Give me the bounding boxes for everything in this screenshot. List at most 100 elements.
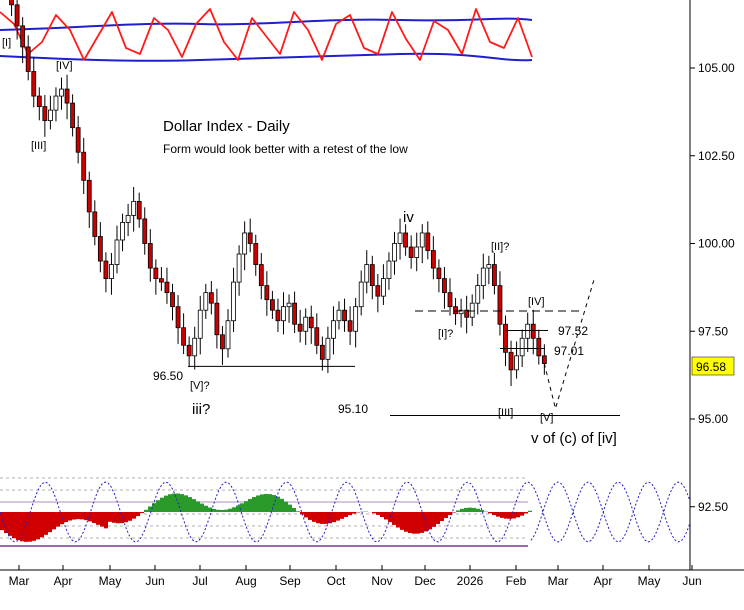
candle-body: [109, 264, 114, 279]
cycle-area-bar: [112, 512, 116, 523]
cycle-area-bar: [512, 512, 516, 519]
x-tick-label: Apr: [594, 574, 613, 588]
candle-body: [369, 264, 375, 287]
cycle-area-bar: [464, 507, 468, 512]
candle-body: [247, 232, 253, 244]
price-label-97-01: 97.01: [554, 344, 584, 358]
cycle-area-bar: [28, 512, 32, 542]
candle-body: [220, 334, 225, 350]
cycle-area-bar: [492, 512, 496, 516]
cycle-area-bar: [508, 512, 512, 519]
red-oscillator-line: [0, 8, 533, 61]
candle-body: [214, 302, 220, 336]
cycle-area-bar: [4, 512, 8, 534]
y-tick-label: 92.50: [698, 500, 728, 514]
cycle-area-bar: [108, 512, 112, 522]
candle-body: [353, 306, 359, 332]
x-tick-label: Dec: [414, 574, 435, 588]
candle-body: [231, 281, 236, 322]
candle-body: [497, 285, 503, 325]
x-tick-label: Nov: [371, 574, 392, 588]
candle-body: [364, 264, 370, 283]
candle-body: [336, 309, 342, 322]
cycle-area-bar: [88, 512, 92, 522]
cycle-area-bar: [64, 512, 68, 523]
cycle-area-bar: [352, 512, 356, 514]
lower-band: [0, 52, 533, 62]
candle-body: [164, 281, 170, 294]
cycle-area-bar: [56, 512, 60, 527]
x-tick-label: Sep: [279, 574, 301, 588]
wave-label-iii-bracket-2: [III]: [498, 407, 513, 419]
candle-body: [464, 309, 470, 318]
cycle-area-bar: [144, 509, 148, 512]
candle-body: [64, 88, 70, 104]
y-tick-label: 100.00: [698, 237, 735, 251]
wave-label-iv-bracket-2: [IV]: [528, 296, 545, 308]
last-price-box: [691, 356, 735, 376]
cycle-area-bar: [188, 497, 192, 512]
candle-body: [181, 327, 187, 346]
cycle-area-bar: [216, 509, 220, 512]
candle-body: [70, 102, 75, 129]
candle-body: [314, 327, 320, 346]
candle-body: [136, 200, 142, 220]
candle-body: [75, 127, 81, 153]
wave-label-v-bracket-q: [V]?: [190, 380, 210, 392]
candle-body: [175, 306, 181, 329]
cycle-area-bar: [388, 512, 392, 523]
candle-body: [269, 299, 275, 311]
candle-body: [9, 0, 14, 6]
cycle-area-bar: [376, 512, 380, 515]
candle-body: [297, 323, 303, 332]
x-tick-label: Jun: [682, 574, 701, 588]
candle-body: [20, 25, 26, 48]
cycle-area-bar: [200, 503, 204, 512]
candle-body: [197, 309, 203, 339]
cycle-area-bar: [36, 512, 40, 540]
candle-body: [430, 250, 436, 269]
cycle-area-bar: [408, 512, 412, 534]
y-tick-label: 105.00: [698, 61, 735, 75]
cycle-area-bar: [524, 512, 528, 514]
cycle-area-bar: [308, 512, 312, 520]
candle-body: [331, 320, 336, 339]
last-price-value: 96.58: [696, 360, 726, 374]
candle-body: [308, 316, 314, 329]
candle-body: [31, 71, 37, 97]
candle-body: [375, 285, 381, 297]
cycle-area-bar: [432, 512, 436, 527]
cycle-area-bar: [0, 512, 4, 531]
cycle-area-bar: [100, 512, 104, 527]
candle-body: [503, 323, 508, 353]
cycle-area-bar: [288, 504, 292, 512]
candle-body: [486, 264, 492, 269]
cycle-area-bar: [344, 512, 348, 517]
cycle-area-bar: [348, 512, 352, 516]
candle-body: [236, 253, 242, 283]
cycle-area-bar: [516, 512, 520, 518]
cycle-area-bar: [72, 512, 76, 520]
candle-body: [530, 323, 536, 339]
cycle-area-bar: [192, 499, 196, 512]
cycle-area-bar: [32, 512, 36, 541]
candle-body: [253, 243, 259, 265]
cycle-area-bar: [76, 512, 80, 520]
cycle-area-bar: [184, 495, 188, 512]
cycle-area-bar: [340, 512, 344, 519]
cycle-projection-a: [0, 481, 691, 543]
cycle-area-bar: [132, 512, 136, 519]
x-tick-label: May: [99, 574, 122, 588]
x-tick-label: Oct: [327, 574, 346, 588]
candle-body: [453, 306, 458, 315]
candle-body: [419, 232, 425, 248]
candle-body: [125, 215, 131, 223]
cycle-area-bar: [24, 512, 28, 542]
candle-body: [514, 355, 519, 371]
cycle-area-bar: [416, 512, 420, 534]
cycle-area-bar: [196, 501, 200, 512]
cycle-area-bar: [488, 512, 492, 514]
candle-body: [25, 46, 31, 72]
x-tick-label: Mar: [548, 574, 569, 588]
wave-label-i-bracket-q: [I]?: [438, 328, 453, 340]
